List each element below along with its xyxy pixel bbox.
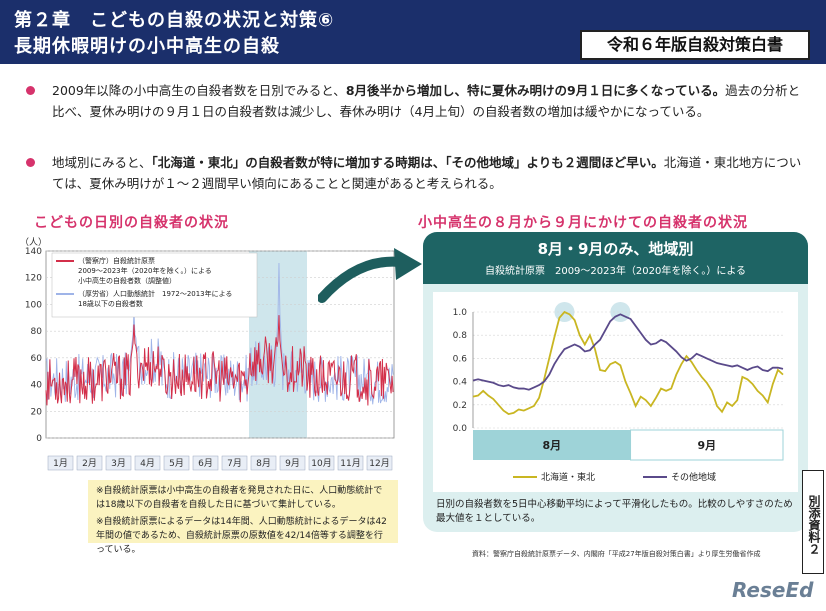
chart-background: [433, 292, 798, 492]
y-tick-label: 1.0: [453, 308, 468, 318]
chart-legend: （警察庁）自殺統計原票2009～2023年（2020年を除く。）による小中高生の…: [51, 252, 258, 318]
series-line-other: [472, 313, 784, 391]
note-2: ※自殺統計原票によるデータは14年間、人口動態統計によるデータは42年間の値であ…: [96, 517, 387, 555]
document-badge: 令和６年版自殺対策白書: [580, 30, 810, 60]
note-1: ※自殺統計原票は小中高生の自殺者を発見された日に、人口動態統計では18歳以下の自…: [96, 486, 383, 510]
x-tick-label: 8月: [542, 439, 561, 452]
month-box: [279, 455, 306, 471]
y-tick-label: 0.4: [453, 378, 468, 388]
y-tick-label: 140: [25, 247, 42, 257]
y-tick-label: 60: [31, 354, 43, 364]
source-note: 資料：警察庁自殺統計原票データ、内閣府「平成27年版自殺対策白書」より厚生労働省…: [472, 550, 761, 558]
right-chart-title: 小中高生の８月から９月にかけての自殺者の状況: [418, 215, 748, 231]
legend-label: 小中高生の自殺者数（調整値）: [78, 276, 176, 285]
y-tick-label: 100: [25, 300, 42, 310]
side-label: 別添資料２: [802, 470, 824, 574]
x-tick-label: 11月: [340, 458, 360, 469]
series-line-keisatsu: [45, 315, 394, 406]
panel-heading: 8月・9月のみ、地域別: [537, 240, 694, 258]
x-tick-label: 5月: [169, 458, 184, 469]
x-tick-label: 12月: [369, 458, 389, 469]
bullet-1: 2009年以降の小中高生の自殺者数を日別でみると、8月後半から増加し、特に夏休み…: [26, 80, 806, 122]
month-box: [105, 455, 132, 471]
y-tick-label: 0: [36, 434, 42, 444]
y-tick-label: 80: [31, 327, 43, 337]
x-tick-label: 4月: [140, 458, 155, 469]
legend-label: （警察庁）自殺統計原票: [78, 256, 155, 265]
x-tick-label: 3月: [111, 458, 126, 469]
month-band-aug: [473, 430, 631, 460]
data-note: ※自殺統計原票は小中高生の自殺者を発見された日に、人口動態統計では18歳以下の自…: [88, 480, 398, 555]
month-box: [366, 455, 393, 471]
x-tick-label: 2月: [82, 458, 97, 469]
bullet-1-post: 過去の分析と比べ、夏休み明けの９月１日の自殺者数は減少し、春休み明け（4月上旬）…: [52, 83, 801, 119]
legend-box: [51, 252, 258, 318]
month-box: [308, 455, 335, 471]
y-tick-label: 0.6: [453, 354, 468, 364]
panel-subheading: 自殺統計原票 2009～2023年（2020年を除く。）による: [484, 266, 747, 277]
month-box: [337, 455, 364, 471]
chart-legend: 北海道・東北 その他地域: [513, 471, 716, 483]
bullet-1-pre: 2009年以降の小中高生の自殺者数を日別でみると、: [52, 83, 346, 98]
month-box: [163, 455, 190, 471]
month-box: [221, 455, 248, 471]
daily-suicide-chart: 0 20 40 60 80 100 120 140（人） 1月 2月 3月 4月 5月 6月 7月 8月 9月 1…: [16, 233, 400, 475]
y-tick-label: 0.8: [453, 331, 468, 341]
month-box: [134, 455, 161, 471]
month-box: [47, 455, 74, 471]
y-tick-label: 0.2: [453, 401, 467, 411]
month-box: [76, 455, 103, 471]
x-tick-label: 6月: [198, 458, 213, 469]
x-tick-label: 1月: [53, 458, 68, 469]
panel-header: 8月・9月のみ、地域別 自殺統計原票 2009～2023年（2020年を除く。）…: [423, 232, 808, 284]
legend-label: その他地域: [671, 471, 716, 483]
month-box: [192, 455, 219, 471]
legend-label: 18歳以下の自殺者数: [78, 299, 143, 308]
bullet-2-post: 北海道・東北地方については、夏休み明けが１～２週間早い傾向にあることと関連がある…: [52, 155, 802, 191]
x-tick-label: 10月: [311, 458, 331, 469]
legend-label: 北海道・東北: [541, 471, 595, 483]
x-tick-label: 9月: [285, 458, 300, 469]
arrow-icon: [318, 248, 422, 303]
y-axis-label: （人）: [20, 237, 47, 248]
month-box: [250, 455, 277, 471]
page-header: 第２章 こどもの自殺の状況と対策⑥ 長期休暇明けの小中高生の自殺 令和６年版自殺…: [0, 0, 826, 64]
left-chart-title: こどもの日別の自殺者の状況: [34, 215, 229, 231]
panel-note: 日別の自殺者数を5日中心移動平均によって平滑化したもの。比較のしやすさのため最大…: [436, 499, 793, 524]
series-line-hokkaido-tohoku: [472, 310, 784, 416]
bullet-2-pre: 地域別にみると、: [52, 155, 152, 170]
x-tick-label: 9月: [697, 439, 716, 452]
regional-panel: 8月・9月のみ、地域別 自殺統計原票 2009～2023年（2020年を除く。）…: [423, 232, 808, 532]
highlight-band: [278, 251, 307, 438]
legend-label: 2009～2023年（2020年を除く。）による: [78, 266, 212, 275]
month-band-sep: [630, 429, 784, 461]
x-tick-label: 7月: [227, 458, 242, 469]
bullet-dot-icon: [26, 158, 35, 167]
legend-label: （厚労省）人口動態統計 1972～2013年による: [78, 289, 232, 298]
bullet-2: 地域別にみると、「北海道・東北」の自殺者数が特に増加する時期は、「その他地域」よ…: [26, 152, 806, 194]
bullet-dot-icon: [26, 86, 35, 95]
x-tick-label: 8月: [256, 458, 271, 469]
bullet-2-bold: 「北海道・東北」の自殺者数が特に増加する時期は、「その他地域」よりも２週間ほど早…: [151, 155, 664, 170]
y-tick-label: 20: [31, 407, 43, 417]
bullet-1-bold: 8月後半から増加し、特に夏休み明けの9月１日に多くなっている。: [345, 83, 726, 98]
y-tick-label: 40: [31, 381, 43, 391]
y-tick-label: 0.0: [453, 424, 468, 434]
page-title: 長期休暇明けの小中高生の自殺: [14, 36, 280, 57]
logo: ReseEd: [732, 578, 814, 602]
chapter-title: 第２章 こどもの自殺の状況と対策⑥: [14, 10, 335, 31]
y-tick-label: 120: [25, 274, 42, 284]
